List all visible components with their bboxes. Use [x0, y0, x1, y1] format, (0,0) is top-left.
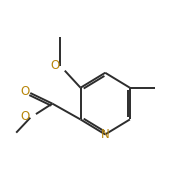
Text: N: N: [101, 128, 110, 141]
Text: O: O: [50, 59, 60, 71]
Text: O: O: [21, 110, 30, 124]
Text: O: O: [21, 85, 30, 98]
